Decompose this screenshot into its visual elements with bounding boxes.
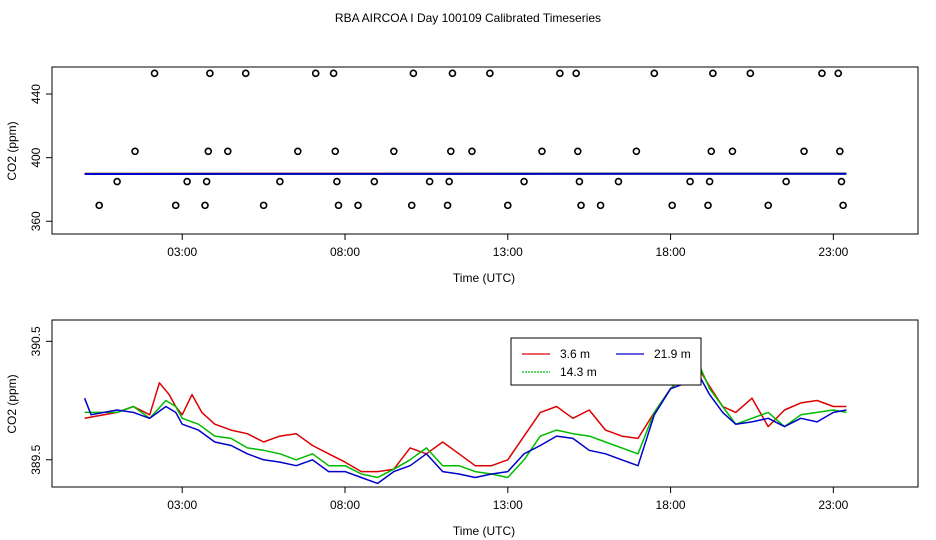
calibration-point	[746, 69, 755, 78]
calibration-point	[728, 147, 737, 156]
x-tick-label: 23:00	[818, 245, 848, 259]
calibration-point	[224, 147, 232, 156]
y-tick-label: 400	[29, 147, 43, 167]
calibration-point	[425, 177, 434, 186]
calibration-point	[836, 147, 844, 156]
calibration-point	[668, 201, 676, 210]
legend-label-14.3m: 14.3 m	[560, 365, 597, 379]
top-y-axis-label: CO2 (ppm)	[5, 121, 19, 180]
calibration-point	[503, 201, 512, 210]
calibration-point	[294, 147, 302, 156]
x-tick-label: 18:00	[656, 498, 686, 512]
calibration-point	[818, 69, 826, 78]
bottom-x-axis: 03:00 08:00 13:00 18:00 23:00	[167, 487, 849, 512]
calibration-point	[705, 177, 714, 186]
calibration-point	[390, 147, 398, 156]
series-line-14.3m	[84, 358, 847, 479]
calibration-point	[329, 69, 338, 78]
top-plot-frame	[51, 66, 919, 235]
bottom-plot-frame	[51, 319, 919, 488]
legend-label-21.9m: 21.9 m	[654, 347, 691, 361]
top-y-axis: 360 400 440	[29, 84, 52, 231]
calibration-point	[183, 177, 191, 186]
calibration-point	[407, 201, 416, 210]
y-tick-label: 390.5	[29, 326, 43, 356]
figure-title: RBA AIRCOA I Day 100109 Calibrated Times…	[335, 11, 601, 25]
calibration-point	[556, 69, 564, 78]
calibration-point	[150, 69, 159, 78]
calibration-point	[538, 147, 546, 156]
calibration-point	[596, 201, 605, 210]
calibration-point	[686, 177, 694, 186]
calibration-point	[486, 69, 494, 78]
x-tick-label: 13:00	[493, 245, 523, 259]
calibration-point	[839, 201, 847, 210]
calibration-point	[614, 177, 623, 186]
bottom-x-axis-label: Time (UTC)	[453, 524, 515, 538]
calibration-point	[333, 177, 341, 186]
calibration-point	[577, 201, 585, 210]
top-panel: 03:00 08:00 13:00 18:00 23:00 360 400 440 Time…	[5, 66, 919, 285]
bottom-y-axis: 389.5 390.5	[29, 326, 52, 475]
x-tick-label: 03:00	[167, 245, 197, 259]
bottom-series-lines	[83, 358, 847, 485]
calibration-point	[206, 69, 214, 78]
legend: 3.6 m 21.9 m 14.3 m	[510, 337, 702, 386]
calibration-point	[573, 147, 582, 156]
bottom-panel: 03:00 08:00 13:00 18:00 23:00 389.5 390.5 Tim…	[5, 319, 919, 538]
calibration-point	[311, 69, 320, 78]
calibration-point	[201, 201, 209, 210]
calibration-point	[445, 177, 453, 186]
series-line-21.9m	[83, 370, 847, 485]
calibration-point	[707, 147, 716, 156]
calibration-point	[241, 69, 250, 78]
calibration-point	[782, 177, 790, 186]
bottom-y-axis-label: CO2 (ppm)	[5, 374, 19, 433]
calibration-point	[834, 69, 843, 78]
calibration-point	[764, 201, 773, 210]
calibration-point	[370, 177, 379, 186]
calibration-point	[171, 201, 180, 210]
calibration-point	[650, 69, 659, 78]
calibration-point	[632, 147, 641, 156]
calibration-point	[520, 177, 528, 186]
calibration-point	[447, 147, 455, 156]
y-tick-label: 360	[29, 211, 43, 231]
x-tick-label: 18:00	[656, 245, 686, 259]
top-x-axis: 03:00 08:00 13:00 18:00 23:00	[167, 234, 849, 259]
calibration-point	[800, 147, 808, 156]
calibration-point	[354, 201, 362, 210]
calibration-point	[837, 177, 846, 186]
calibration-point	[709, 69, 717, 78]
calibration-point	[204, 147, 213, 156]
calibration-point	[131, 147, 139, 156]
calibration-point	[259, 201, 268, 210]
calibration-point	[572, 69, 580, 78]
calibration-point	[575, 177, 584, 186]
x-tick-label: 13:00	[493, 498, 523, 512]
x-tick-label: 03:00	[167, 498, 197, 512]
calibration-point	[95, 201, 104, 210]
y-tick-label: 389.5	[29, 444, 43, 474]
calibration-point	[443, 201, 452, 210]
calibration-point	[334, 201, 343, 210]
y-tick-label: 440	[29, 84, 43, 104]
calibration-point	[468, 147, 476, 156]
calibration-point	[331, 147, 340, 156]
calibration-point	[409, 69, 418, 78]
top-x-axis-label: Time (UTC)	[453, 271, 515, 285]
calibration-point	[704, 201, 712, 210]
calibration-point	[448, 69, 457, 78]
x-tick-label: 08:00	[330, 245, 360, 259]
legend-box	[510, 337, 702, 386]
x-tick-label: 08:00	[330, 498, 360, 512]
calibration-point	[202, 177, 211, 186]
calibration-point	[113, 177, 121, 186]
x-tick-label: 23:00	[818, 498, 848, 512]
calibration-point	[276, 177, 284, 186]
top-calibration-points	[95, 69, 847, 210]
legend-label-3.6m: 3.6 m	[560, 347, 590, 361]
